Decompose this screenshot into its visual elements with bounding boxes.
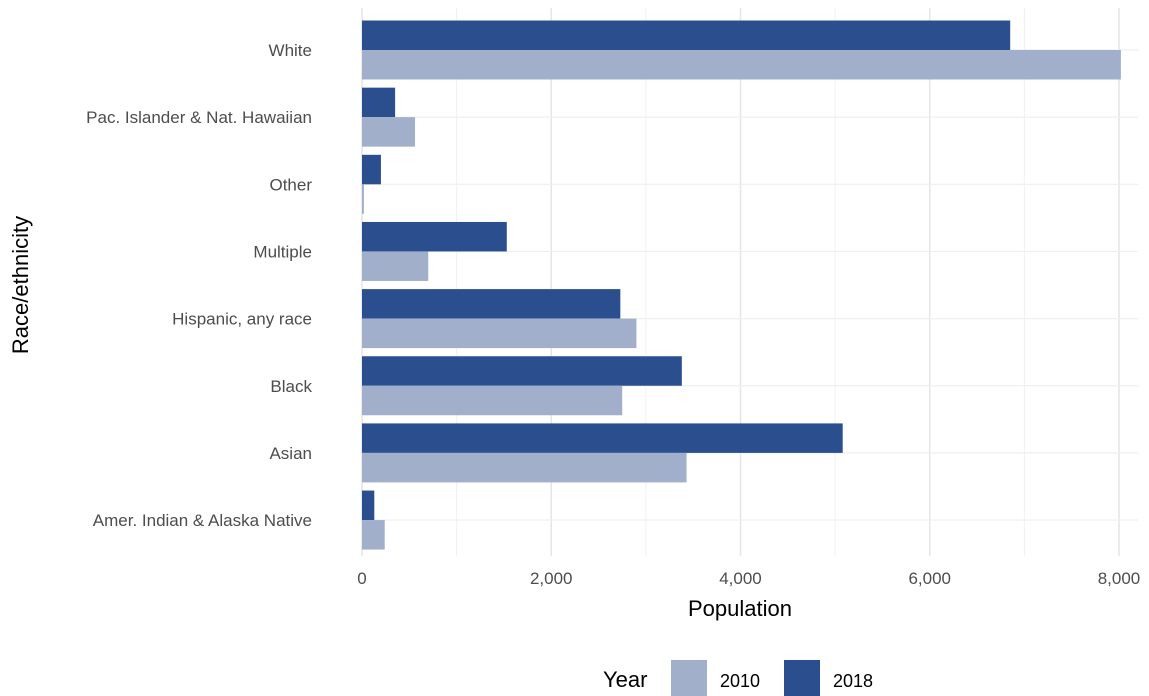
y-tick-label: Amer. Indian & Alaska Native: [93, 511, 312, 530]
legend-swatch-2018: [784, 660, 820, 696]
x-tick-labels: 0 2,000 4,000 6,000 8,000: [357, 569, 1140, 588]
legend-label-2018: 2018: [833, 671, 873, 691]
bar-2010-6: [362, 452, 687, 483]
bar-2018-3: [362, 221, 507, 252]
gridlines: [360, 8, 1138, 556]
x-axis-title: Population: [688, 596, 792, 621]
x-tick-label: 6,000: [908, 569, 951, 588]
x-tick-label: 0: [357, 569, 366, 588]
y-tick-label: Other: [269, 175, 312, 194]
bar-2018-6: [362, 423, 843, 453]
bar-2018-0: [362, 20, 1011, 50]
bar-2010-4: [362, 318, 637, 349]
y-tick-label: Asian: [269, 444, 312, 463]
y-tick-label: Hispanic, any race: [172, 310, 312, 329]
bar-2010-0: [362, 50, 1121, 80]
bar-2010-7: [362, 520, 385, 550]
y-tick-label: White: [269, 41, 312, 60]
bar-2018-7: [362, 490, 375, 521]
x-tick-label: 4,000: [719, 569, 762, 588]
legend-swatch-2010: [671, 660, 707, 696]
x-tick-label: 8,000: [1098, 569, 1141, 588]
bar-2010-5: [362, 385, 623, 416]
y-tick-labels: White Pac. Islander & Nat. Hawaiian Other M…: [86, 41, 312, 530]
legend: Year 2010 2018: [603, 660, 873, 696]
y-tick-label: Pac. Islander & Nat. Hawaiian: [86, 108, 312, 127]
y-tick-label: Black: [270, 377, 312, 396]
x-tick-label: 2,000: [530, 569, 573, 588]
bar-2018-1: [362, 87, 396, 118]
legend-title: Year: [603, 667, 647, 692]
bar-2018-2: [362, 154, 381, 185]
bar-2018-4: [362, 289, 621, 319]
bar-2010-1: [362, 117, 415, 147]
y-tick-label: Multiple: [253, 242, 312, 261]
legend-label-2010: 2010: [720, 671, 760, 691]
bars: [362, 20, 1121, 550]
y-axis-title: Race/ethnicity: [8, 216, 33, 354]
bar-2010-2: [362, 184, 364, 214]
bar-2018-5: [362, 356, 682, 386]
bar-2010-3: [362, 251, 429, 281]
